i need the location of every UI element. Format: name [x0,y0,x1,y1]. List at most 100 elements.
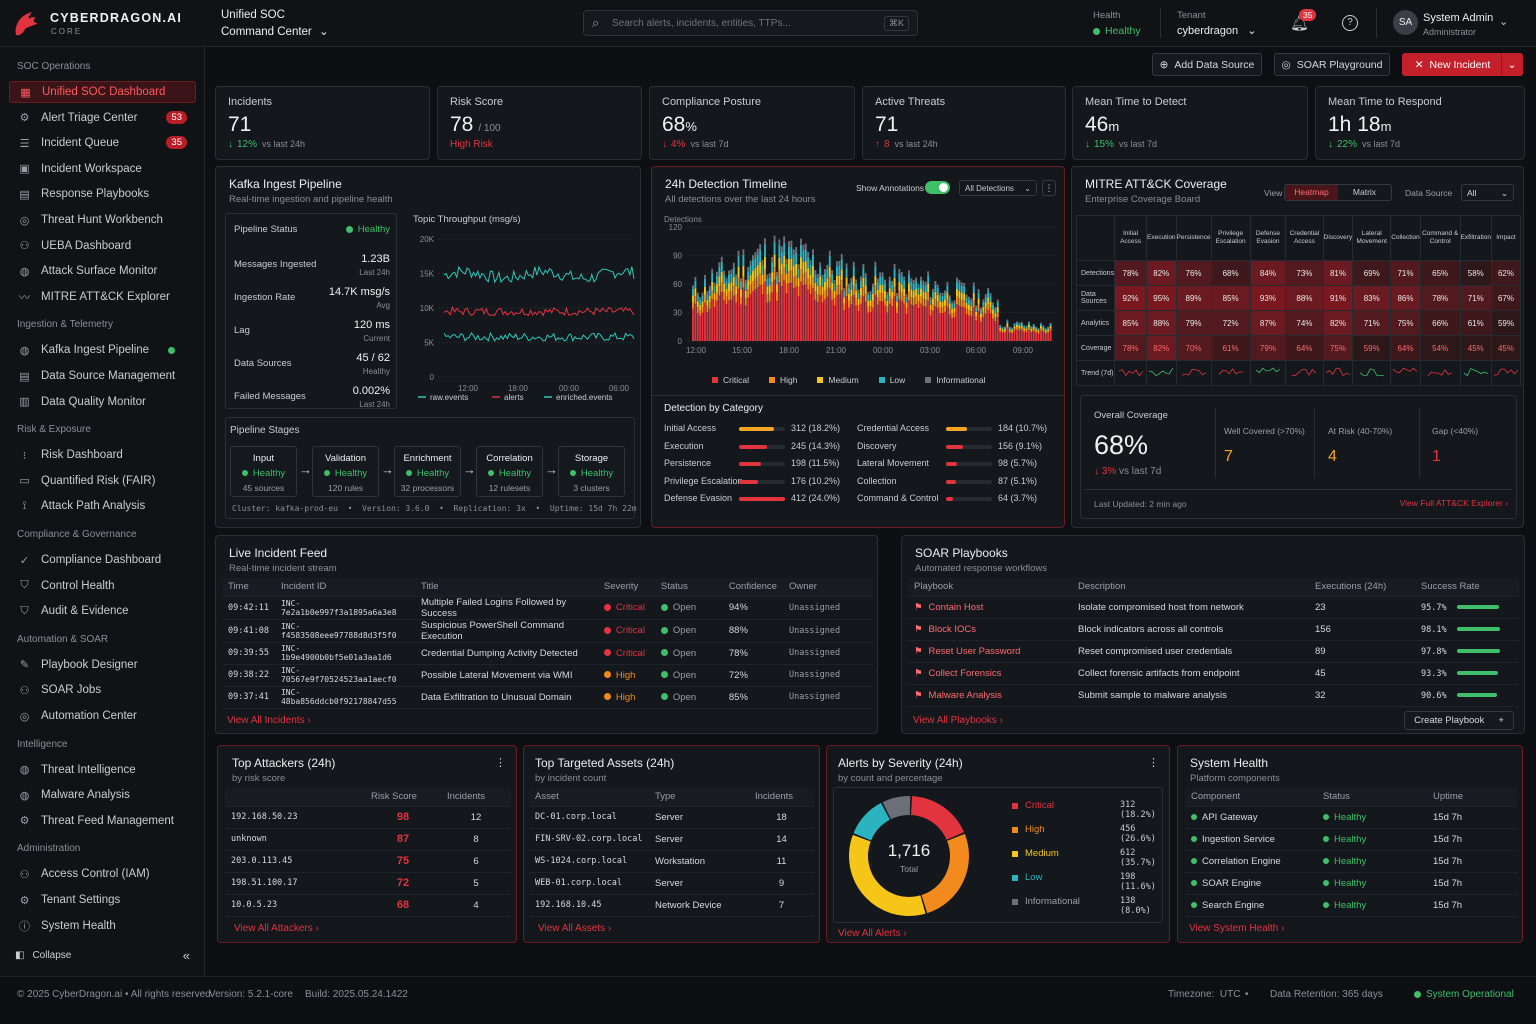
heatmap-cell[interactable]: 75% [1390,310,1421,336]
view-matrix-tab[interactable]: Matrix [1352,187,1377,197]
heatmap-cell[interactable]: 88% [1146,310,1177,336]
more-options-icon[interactable]: ⋮ [1148,757,1159,769]
sidebar-item-mitre-att-ck-explorer[interactable]: 〰 MITRE ATT&CK Explorer [9,286,196,308]
table-row[interactable]: SOAR Engine Healthy 15d 7h [1185,872,1517,895]
view-all-attackers-link[interactable]: View All Attackers › [234,923,319,934]
sidebar-item-playbook-designer[interactable]: ✎ Playbook Designer [9,654,196,676]
more-options-icon[interactable]: ⋮ [495,757,506,769]
new-incident-menu-chevron-icon[interactable]: ⌄ [1501,53,1523,76]
sidebar-item-data-source-management[interactable]: ▤ Data Source Management [9,365,196,387]
heatmap-cell[interactable]: 73% [1285,260,1324,286]
sidebar-item-threat-intelligence[interactable]: ◍ Threat Intelligence [9,759,196,781]
table-row[interactable]: 09:39:55 INC-1b9e4900b0bf5e01a3aa1d6 Crede… [222,642,873,665]
table-row[interactable]: DC-01.corp.local Server 18 [529,806,814,829]
user-menu-chevron-icon[interactable]: ⌄ [1499,16,1509,28]
sidebar-item-tenant-settings[interactable]: ⚙ Tenant Settings [9,889,196,911]
heatmap-cell[interactable]: 85% [1210,285,1251,311]
heatmap-cell[interactable]: 75% [1322,335,1354,361]
kpi-card-compliance-posture[interactable]: Compliance Posture 68% ↓ 4% vs last 7d [649,86,855,160]
new-incident-button[interactable]: ✕ New Incident [1402,53,1503,76]
user-name[interactable]: System Admin [1423,12,1494,24]
table-row[interactable]: 192.168.10.45 Network Device 7 [529,894,814,917]
kpi-card-mean-time-to-respond[interactable]: Mean Time to Respond 1h 18m ↓ 22% vs last 7d [1315,86,1525,160]
sidebar-item-response-playbooks[interactable]: ▤ Response Playbooks [9,183,196,205]
severity-legend-item[interactable]: Medium 612 (35.7%) [1012,848,1157,872]
table-row[interactable]: ⚑ Block IOCs Block indicators across all c… [908,618,1519,641]
heatmap-cell[interactable]: 66% [1419,310,1461,336]
heatmap-cell[interactable]: 71% [1459,285,1492,311]
heatmap-cell[interactable]: 45% [1459,335,1492,361]
table-row[interactable]: 09:41:08 INC-f4583508eee97788d8d3f5f0 Susp… [222,619,873,643]
table-row[interactable]: 203.0.113.45 75 6 [225,850,511,873]
heatmap-cell[interactable]: 78% [1114,335,1147,361]
heatmap-cell[interactable]: 78% [1114,260,1147,286]
sidebar-item-access-control-iam[interactable]: ⚇ Access Control (IAM) [9,863,196,885]
view-all-playbooks-link[interactable]: View All Playbooks › [913,715,1003,726]
heatmap-cell[interactable]: 79% [1175,310,1212,336]
severity-legend-item[interactable]: Low 198 (11.6%) [1012,872,1157,896]
heatmap-cell[interactable]: 83% [1352,285,1392,311]
heatmap-cell[interactable]: 93% [1249,285,1287,311]
severity-legend-item[interactable]: High 456 (26.6%) [1012,824,1157,848]
annotations-toggle[interactable] [925,181,950,194]
heatmap-cell[interactable]: 64% [1285,335,1324,361]
heatmap-cell[interactable]: 65% [1419,260,1461,286]
pipeline-stage-enrichment[interactable]: Enrichment Healthy 32 processors [394,446,461,497]
avatar[interactable]: SA [1393,10,1418,35]
heatmap-cell[interactable]: 72% [1210,310,1251,336]
sidebar-item-system-health[interactable]: ⓘ System Health [9,915,196,937]
pipeline-stage-validation[interactable]: Validation Healthy 120 rules [312,446,379,497]
table-row[interactable]: WS-1024.corp.local Workstation 11 [529,850,814,873]
table-row[interactable]: unknown 87 8 [225,828,511,851]
sidebar-item-unified-soc-dashboard[interactable]: ▦ Unified SOC Dashboard [9,81,196,103]
heatmap-cell[interactable]: 95% [1146,285,1177,311]
soar-playground-button[interactable]: ◎ SOAR Playground [1274,53,1390,76]
pipeline-stage-input[interactable]: Input Healthy 45 sources [230,446,297,497]
heatmap-cell[interactable]: 61% [1459,310,1492,336]
table-row[interactable]: ⚑ Collect Forensics Collect forensic artif… [908,662,1519,685]
sidebar-item-data-quality-monitor[interactable]: ▥ Data Quality Monitor [9,391,196,413]
heatmap-cell[interactable]: 89% [1175,285,1212,311]
create-playbook-button[interactable]: Create Playbook + [1404,711,1514,730]
sidebar-item-automation-center[interactable]: ◎ Automation Center [9,705,196,727]
page-switcher[interactable]: Command Center ⌄ [221,24,329,38]
heatmap-cell[interactable]: 68% [1210,260,1251,286]
sidebar-item-threat-hunt-workbench[interactable]: ◎ Threat Hunt Workbench [9,209,196,231]
table-row[interactable]: API Gateway Healthy 15d 7h [1185,806,1517,829]
heatmap-cell[interactable]: 59% [1352,335,1392,361]
kpi-card-risk-score[interactable]: Risk Score 78/ 100 High Risk [437,86,642,160]
tenant-switcher[interactable]: cyberdragon ⌄ [1177,25,1257,37]
heatmap-cell[interactable]: 74% [1285,310,1324,336]
view-all-assets-link[interactable]: View All Assets › [538,923,612,934]
heatmap-cell[interactable]: 79% [1249,335,1287,361]
heatmap-cell[interactable]: 92% [1114,285,1147,311]
table-row[interactable]: Correlation Engine Healthy 15d 7h [1185,850,1517,873]
sidebar-item-soar-jobs[interactable]: ⚇ SOAR Jobs [9,679,196,701]
pipeline-stage-storage[interactable]: Storage Healthy 3 clusters [558,446,625,497]
table-row[interactable]: 198.51.100.17 72 5 [225,872,511,895]
more-options-icon[interactable]: ⋮ [1042,180,1056,196]
view-all-alerts-link[interactable]: View All Alerts › [838,928,907,939]
severity-legend-item[interactable]: Critical 312 (18.2%) [1012,800,1157,824]
sidebar-item-attack-surface-monitor[interactable]: ◍ Attack Surface Monitor [9,260,196,282]
heatmap-cell[interactable]: 82% [1146,260,1177,286]
heatmap-cell[interactable]: 54% [1419,335,1461,361]
heatmap-cell[interactable]: 91% [1322,285,1354,311]
sidebar-item-threat-feed-management[interactable]: ⚙ Threat Feed Management [9,810,196,832]
heatmap-cell[interactable]: 82% [1146,335,1177,361]
view-heatmap-tab[interactable]: Heatmap [1285,185,1338,200]
heatmap-cell[interactable]: 86% [1390,285,1421,311]
kpi-card-incidents[interactable]: Incidents 71 ↓ 12% vs last 24h [215,86,430,160]
sidebar-item-risk-dashboard[interactable]: ⁝ Risk Dashboard [9,444,196,466]
heatmap-cell[interactable]: 87% [1249,310,1287,336]
table-row[interactable]: ⚑ Contain Host Isolate compromised host fr… [908,596,1519,619]
heatmap-cell[interactable]: 45% [1490,335,1522,361]
table-row[interactable]: 192.168.50.23 98 12 [225,806,511,829]
heatmap-cell[interactable]: 62% [1490,260,1522,286]
sidebar-item-control-health[interactable]: ⛉ Control Health [9,575,196,597]
table-row[interactable]: 09:38:22 INC-70567e9f70524523aa1aecf0 Poss… [222,664,873,687]
table-row[interactable]: Ingestion Service Healthy 15d 7h [1185,828,1517,851]
search-bar[interactable]: ⌕ Search alerts, incidents, entities, TT… [583,10,918,36]
sidebar-item-malware-analysis[interactable]: ◍ Malware Analysis [9,784,196,806]
sidebar-item-audit-evidence[interactable]: ⛉ Audit & Evidence [9,600,196,622]
